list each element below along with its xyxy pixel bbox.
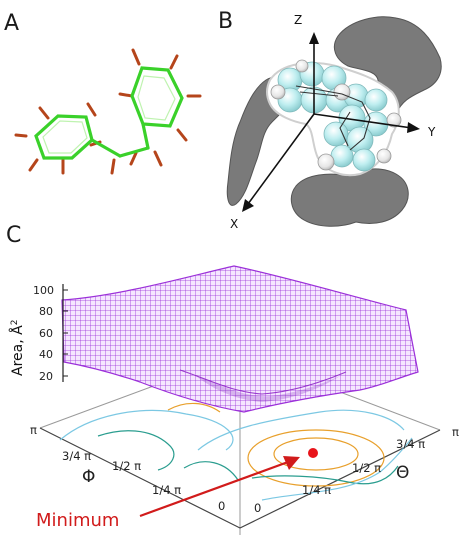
z-tick-60: 60 (39, 327, 53, 340)
contour-teal-left (97, 430, 175, 471)
contour-teal-right (251, 465, 399, 485)
minimum-arrow (139, 456, 300, 518)
theta-tick-3-4: 3/4 π (396, 437, 425, 451)
panel-a-label: A (4, 11, 19, 36)
coordinate-axes (242, 32, 420, 212)
contour-blue-right (197, 409, 405, 451)
phi-tick-1-4: 1/4 π (152, 483, 181, 497)
z-tick-40: 40 (39, 348, 53, 361)
surface-valley (179, 369, 347, 395)
contour-blue-lower (261, 437, 413, 501)
phi-tick-1-2: 1/2 π (112, 459, 141, 473)
shadow-xy-plane (290, 168, 409, 227)
phi-tick-pi: π (30, 423, 37, 437)
z-axis-label-sup: 2 (10, 320, 20, 326)
contour-orange-outer (247, 429, 385, 487)
surface-valley-shade (196, 376, 340, 402)
surface-mesh (61, 265, 419, 413)
z-tick-20: 20 (39, 370, 53, 383)
axis-label-z: Z (294, 13, 302, 27)
axis-label-y: Y (427, 125, 436, 139)
contour-teal-lower (183, 461, 239, 481)
z-axis-label-text: Area, Å (9, 325, 26, 376)
contour-orange-inner (273, 437, 359, 471)
panel-b-label: B (218, 9, 233, 34)
theta-tick-pi: π (452, 425, 459, 439)
z-axis-label: Area, Å2 (9, 320, 26, 376)
theta-axis-label: Θ (396, 463, 409, 483)
z-tick-100: 100 (33, 284, 54, 297)
z-axis (62, 284, 68, 382)
minimum-annotation: Minimum (36, 510, 119, 531)
floor-plane (39, 353, 441, 535)
z-tick-80: 80 (39, 305, 53, 318)
phi-tick-3-4: 3/4 π (62, 449, 91, 463)
phi-axis-label: Φ (82, 467, 95, 487)
contour-blue-outer (59, 409, 234, 451)
axis-label-x: X (230, 217, 238, 231)
phi-tick-0: 0 (218, 499, 225, 513)
contour-orange-top (167, 402, 221, 413)
molecule-stick-model (14, 48, 202, 175)
theta-tick-0: 0 (254, 501, 261, 515)
panel-c-label: C (6, 223, 21, 248)
minimum-marker (308, 448, 318, 458)
theta-tick-1-2: 1/2 π (352, 461, 381, 475)
molecule-space-filling (266, 59, 402, 177)
theta-tick-1-4: 1/4 π (302, 483, 331, 497)
